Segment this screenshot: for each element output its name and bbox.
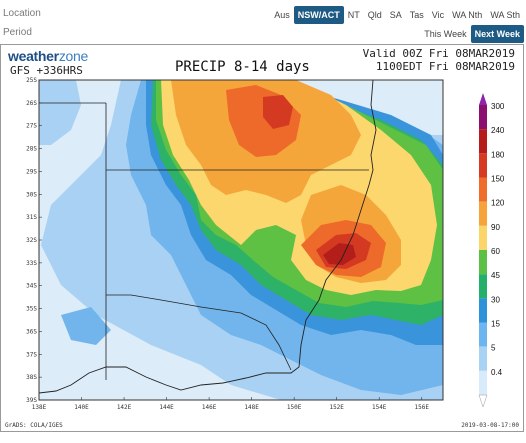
legend-swatch (479, 201, 487, 226)
location-tab-qld[interactable]: Qld (367, 10, 382, 20)
period-filter-row: Period This Week Next Week (0, 25, 526, 43)
contour-band-180 (263, 95, 293, 129)
period-label: Period (3, 27, 32, 38)
precip-legend: 300 240 180 150 120 90 60 45 30 15 5 0.4 (478, 93, 505, 408)
map-title: PRECIP 8-14 days (175, 59, 310, 75)
lat-label: 38S (26, 374, 37, 381)
period-tab-this-week[interactable]: This Week (424, 29, 467, 39)
weatherzone-logo: weatherzone (8, 48, 88, 64)
lon-label: 150E (287, 404, 302, 411)
logo-zone-text: zone (58, 48, 88, 64)
lat-label: 26S (26, 100, 37, 107)
precip-map-panel: 25S 26S 27S 28S 29S 30S 31S 32S 33S 34S 35S 36S 37S 3… (0, 44, 524, 432)
contour-band-15b (61, 307, 111, 345)
lat-label: 31S (26, 214, 37, 221)
valid-time-local: 1100EDT Fri 08MAR2019 (375, 60, 515, 73)
location-tab-nsw-act[interactable]: NSW/ACT (293, 6, 344, 24)
contour-band-240 (323, 243, 356, 265)
valid-time-utc: Valid 00Z Fri 08MAR2019 (362, 47, 515, 60)
legend-swatch (479, 105, 487, 130)
legend-label: 30 (491, 295, 500, 304)
lat-label: 35S (26, 306, 37, 313)
legend-label: 300 (491, 102, 505, 111)
legend-label: 240 (491, 126, 505, 135)
lat-label: 29S (26, 168, 37, 175)
legend-top-arrow (479, 93, 487, 105)
location-filter-row: Location Aus NSW/ACT NT Qld SA Tas Vic WA Nth WA… (0, 6, 526, 24)
location-options: Aus NSW/ACT NT Qld SA Tas Vic WA Nth WA Sth (270, 6, 524, 24)
legend-swatch (479, 225, 487, 250)
valid-time: Valid 00Z Fri 08MAR2019 1100EDT Fri 08MA… (363, 47, 515, 73)
lon-label: 152E (329, 404, 344, 411)
legend-swatch (479, 177, 487, 202)
lon-label: 138E (32, 404, 47, 411)
lon-label: 140E (74, 404, 89, 411)
lat-label: 30S (26, 191, 37, 198)
period-options: This Week Next Week (420, 25, 524, 43)
precip-map-image: 25S 26S 27S 28S 29S 30S 31S 32S 33S 34S 35S 36S 37S 3… (5, 77, 519, 429)
location-tab-aus[interactable]: Aus (274, 10, 290, 20)
grads-credit: GrADS: COLA/IGES (5, 422, 63, 429)
legend-bottom-arrow (478, 394, 488, 408)
lat-label: 25S (26, 77, 37, 84)
location-tab-nt[interactable]: NT (347, 10, 360, 20)
precip-contours (39, 80, 443, 400)
location-tab-list: Aus NSW/ACT NT Qld SA Tas Vic WA Nth WA Sth (270, 6, 524, 24)
lon-label: 148E (244, 404, 259, 411)
legend-label: 150 (491, 175, 505, 184)
longitude-axis: 138E 140E 142E 144E 146E 148E 150E 152E 154E 156E (32, 397, 430, 411)
location-label: Location (3, 8, 41, 19)
period-tab-list: This Week Next Week (420, 25, 524, 43)
model-run-label: GFS +336HRS (10, 64, 83, 77)
coastline (39, 80, 377, 394)
legend-swatch (479, 153, 487, 178)
timestamp-credit: 2019-03-08-17:00 (461, 422, 519, 429)
lat-label: 33S (26, 260, 37, 267)
legend-swatch (479, 370, 487, 395)
lat-label: 37S (26, 351, 37, 358)
lon-label: 156E (415, 404, 430, 411)
state-border-lines (39, 102, 369, 380)
legend-swatch (479, 346, 487, 371)
period-tab-next-week[interactable]: Next Week (470, 25, 524, 43)
legend-swatch (479, 298, 487, 323)
legend-label: 0.4 (491, 368, 503, 377)
legend-label: 90 (491, 223, 500, 232)
lat-label: 36S (26, 328, 37, 335)
lon-label: 144E (159, 404, 174, 411)
location-tab-vic[interactable]: Vic (431, 10, 445, 20)
location-tab-sa[interactable]: SA (389, 10, 402, 20)
lon-label: 146E (202, 404, 217, 411)
lon-label: 142E (117, 404, 132, 411)
lat-label: 28S (26, 146, 37, 153)
legend-label: 60 (491, 247, 500, 256)
lat-label: 27S (26, 123, 37, 130)
lat-label: 34S (26, 283, 37, 290)
legend-swatch (479, 322, 487, 347)
legend-label: 180 (491, 150, 505, 159)
lat-label: 39S (26, 397, 37, 404)
legend-label: 120 (491, 199, 505, 208)
lat-label: 32S (26, 237, 37, 244)
legend-label: 5 (491, 344, 496, 353)
logo-weather-text: weather (8, 48, 59, 64)
legend-swatch (479, 274, 487, 299)
legend-label: 15 (491, 320, 500, 329)
legend-swatch (479, 129, 487, 154)
location-tab-wa-sth[interactable]: WA Sth (490, 10, 520, 20)
location-tab-wa-nth[interactable]: WA Nth (452, 10, 483, 20)
legend-swatch (479, 250, 487, 275)
lon-label: 154E (372, 404, 387, 411)
latitude-axis: 25S 26S 27S 28S 29S 30S 31S 32S 33S 34S 35S 36S 37S 3… (26, 77, 42, 404)
location-tab-tas[interactable]: Tas (409, 10, 424, 20)
contour-band-5b (39, 80, 81, 145)
legend-label: 45 (491, 271, 500, 280)
